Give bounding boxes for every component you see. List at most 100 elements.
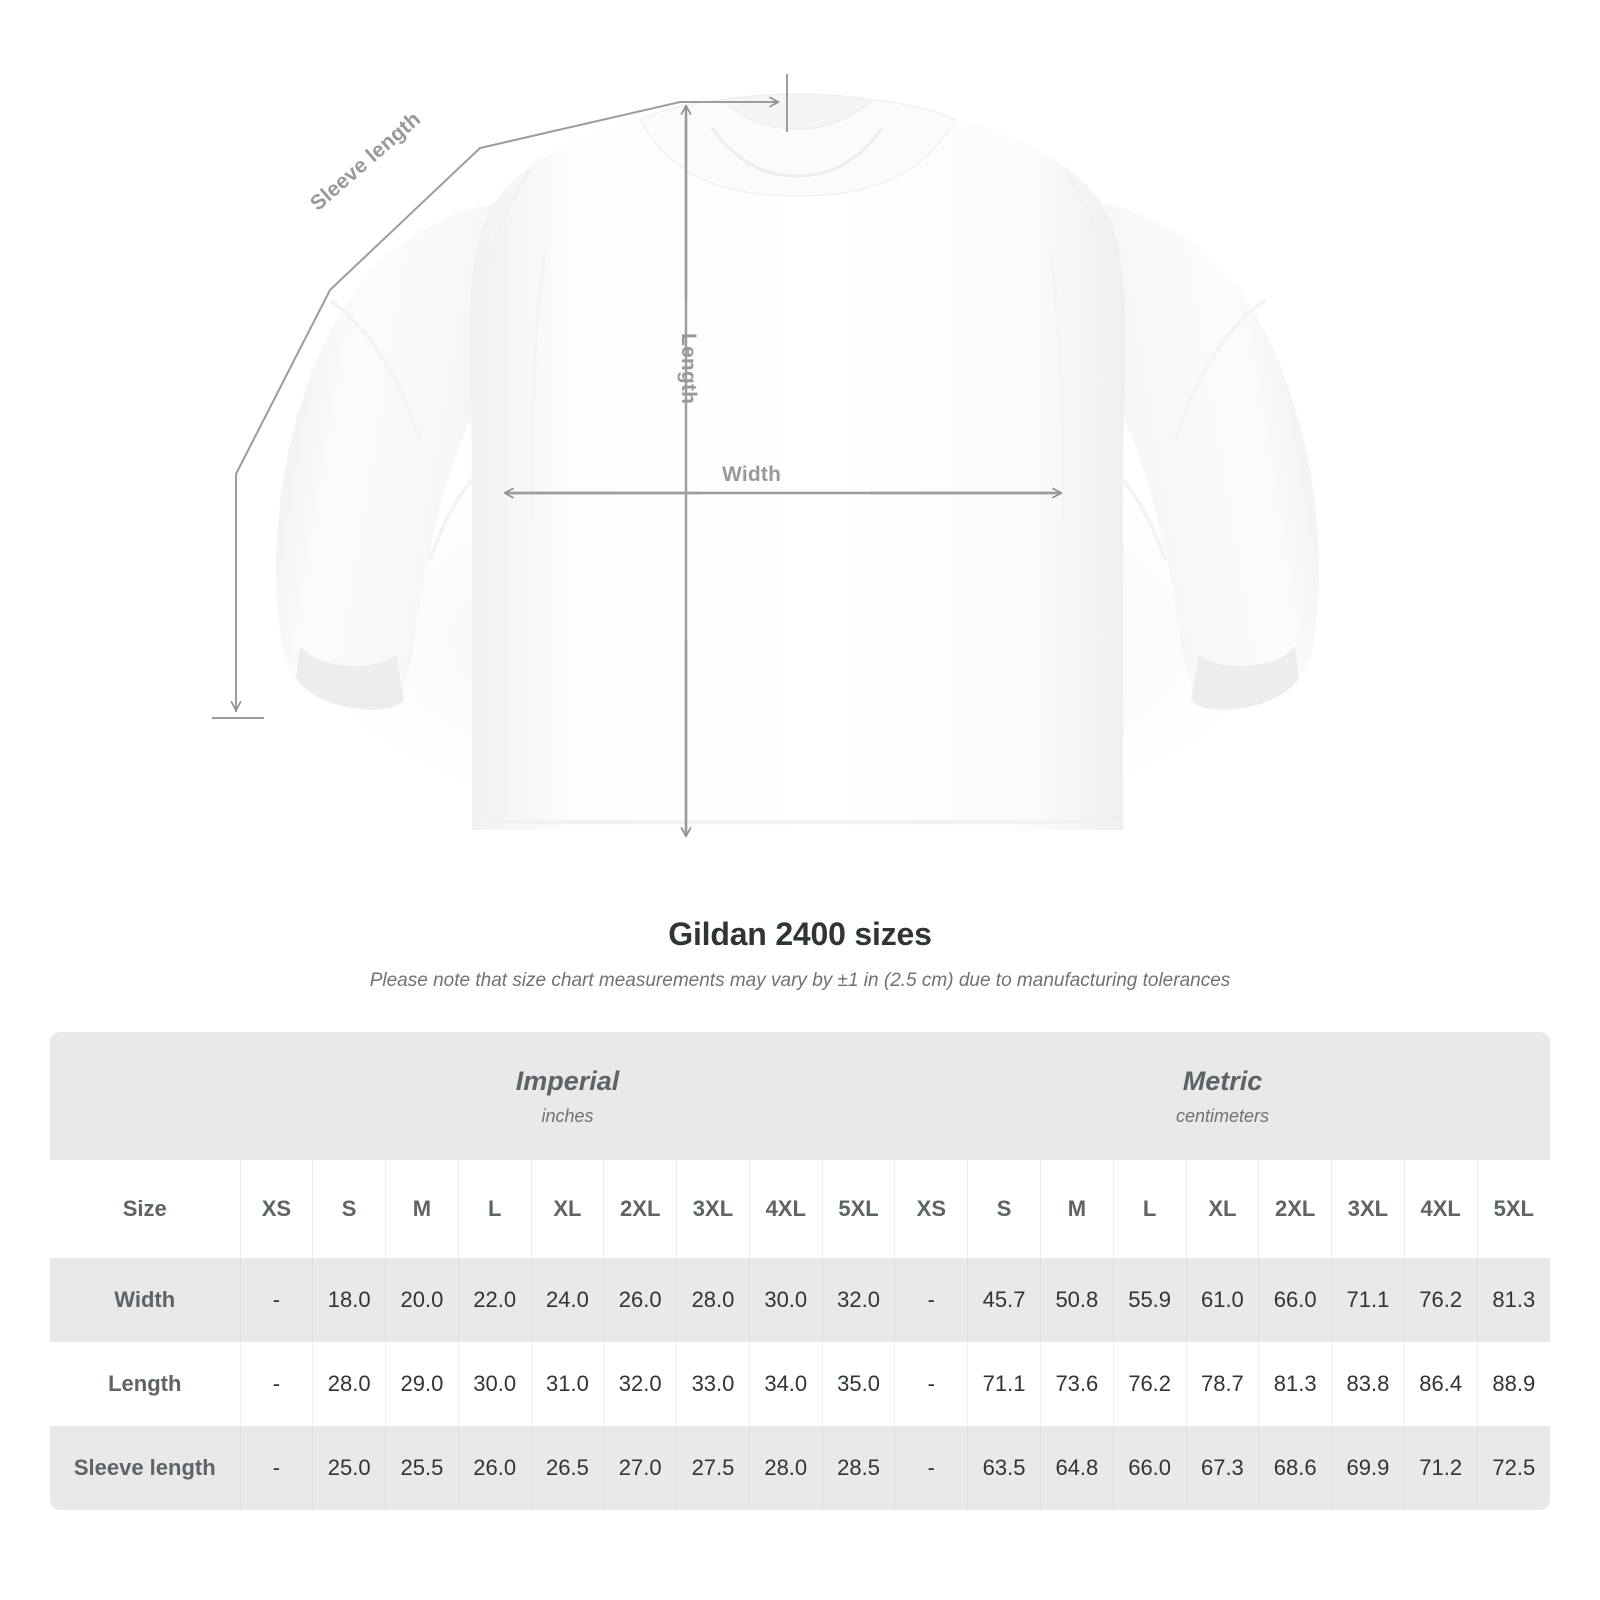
size-column-header: XS <box>894 1160 969 1258</box>
measurement-cell: 76.2 <box>1113 1342 1187 1426</box>
size-column-header: L <box>1113 1160 1187 1258</box>
measurement-cell: 81.3 <box>1477 1258 1550 1342</box>
measurement-cell: - <box>240 1258 314 1342</box>
unit-group-row: Imperial inches Metric centimeters <box>50 1032 1550 1160</box>
measurement-cell: 30.0 <box>458 1342 532 1426</box>
measurement-cell: 86.4 <box>1404 1342 1478 1426</box>
unit-group-metric: Metric centimeters <box>894 1032 1550 1160</box>
unit-row-spacer <box>50 1032 240 1160</box>
measurement-cell: 27.0 <box>603 1426 678 1510</box>
measurement-cell: 88.9 <box>1477 1342 1550 1426</box>
measurement-cell: 26.0 <box>458 1426 532 1510</box>
length-label: Length <box>677 333 700 405</box>
measurement-cell: 30.0 <box>749 1258 823 1342</box>
neck-opening <box>710 127 884 178</box>
measurement-cell: 76.2 <box>1404 1258 1478 1342</box>
fold-left <box>529 249 547 521</box>
measurement-cell: 27.5 <box>676 1426 750 1510</box>
size-header-label: Size <box>50 1160 241 1258</box>
row-label: Width <box>50 1258 241 1342</box>
row-label: Length <box>50 1342 241 1426</box>
measurement-cell: 26.0 <box>603 1258 678 1342</box>
table-row: Width -18.0 20.0 22.0 24.0 26.0 28.0 30.0 32.0-4… <box>50 1258 1550 1342</box>
fold-right <box>1048 249 1066 521</box>
shirt-shape <box>276 93 1319 830</box>
size-column-header: M <box>1040 1160 1114 1258</box>
measurement-cell: 28.0 <box>749 1426 823 1510</box>
left-cuff <box>296 646 404 710</box>
size-column-header: 4XL <box>749 1160 823 1258</box>
measurement-cell: 78.7 <box>1186 1342 1260 1426</box>
measurement-cell: 61.0 <box>1186 1258 1260 1342</box>
measurement-cell: 33.0 <box>676 1342 750 1426</box>
measurement-cell: 50.8 <box>1040 1258 1114 1342</box>
measurement-cell: 69.9 <box>1331 1426 1405 1510</box>
measurement-cell: 55.9 <box>1113 1258 1187 1342</box>
unit-group-name: Metric <box>1182 1066 1263 1096</box>
fold-sleeve-left <box>328 298 422 441</box>
garment-figure: Sleeve length Length Width <box>212 74 1319 855</box>
size-column-header: 2XL <box>1258 1160 1333 1258</box>
measurement-cell: 32.0 <box>603 1342 678 1426</box>
table-row: Length -28.0 29.0 30.0 31.0 32.0 33.0 34.0 35.0-… <box>50 1342 1550 1426</box>
measurement-cell: 67.3 <box>1186 1426 1260 1510</box>
size-column-header: 4XL <box>1404 1160 1478 1258</box>
size-column-header: 3XL <box>1331 1160 1405 1258</box>
right-shoulder-seam <box>1063 169 1108 263</box>
armpit-left <box>428 478 474 561</box>
measurement-cell: - <box>240 1342 314 1426</box>
row-label: Sleeve length <box>50 1426 241 1510</box>
unit-group-name: Imperial <box>515 1066 620 1096</box>
measurement-cell: 28.0 <box>676 1258 750 1342</box>
size-column-header: XL <box>1186 1160 1260 1258</box>
size-header-row: Size XS S M L XL 2XL 3XL 4XL 5XL XS S M L XL 2XL 3XL 4XL 5… <box>50 1160 1550 1258</box>
measurement-cell: 25.5 <box>385 1426 459 1510</box>
measurement-cell: - <box>894 1342 969 1426</box>
measurement-cell: - <box>894 1258 969 1342</box>
measurement-cell: 28.0 <box>312 1342 387 1426</box>
measurement-cell: 63.5 <box>967 1426 1041 1510</box>
measurement-cell: 32.0 <box>822 1258 896 1342</box>
size-column-header: 5XL <box>1477 1160 1550 1258</box>
sleeve-length-dimension <box>212 74 788 719</box>
measurement-cell: 29.0 <box>385 1342 459 1426</box>
table-row: Sleeve length -25.0 25.5 26.0 26.5 27.0 27.5 28… <box>50 1426 1550 1510</box>
size-chart-table: Imperial inches Metric centimeters Size XS S M L… <box>50 1032 1550 1510</box>
page-title: Gildan 2400 sizes <box>668 916 932 952</box>
measurement-cell: 73.6 <box>1040 1342 1114 1426</box>
measurement-cell: 22.0 <box>458 1258 532 1342</box>
measurement-cell: - <box>894 1426 969 1510</box>
size-column-header: 3XL <box>676 1160 750 1258</box>
measurement-cell: 64.8 <box>1040 1426 1114 1510</box>
garment-illustration <box>212 74 1319 855</box>
measurement-cell: 83.8 <box>1331 1342 1405 1426</box>
measurement-cell: 72.5 <box>1477 1426 1550 1510</box>
measurement-cell: 24.0 <box>531 1258 605 1342</box>
size-column-header: XS <box>240 1160 314 1258</box>
measurement-cell: 45.7 <box>967 1258 1041 1342</box>
shirt-body <box>469 120 1126 830</box>
armpit-right <box>1121 478 1167 561</box>
measurement-cell: 25.0 <box>312 1426 387 1510</box>
measurement-cell: 28.5 <box>822 1426 896 1510</box>
size-column-header: L <box>458 1160 532 1258</box>
measurement-cell: 68.6 <box>1258 1426 1333 1510</box>
measurement-cell: 26.5 <box>531 1426 605 1510</box>
size-column-header: S <box>312 1160 387 1258</box>
right-cuff <box>1191 646 1299 710</box>
page-subtitle: Please note that size chart measurements… <box>369 970 1231 991</box>
measurement-cell: 35.0 <box>822 1342 896 1426</box>
width-label: Width <box>722 463 782 486</box>
measurement-cell: - <box>240 1426 314 1510</box>
measurement-cell: 66.0 <box>1258 1258 1333 1342</box>
measurement-cell: 71.1 <box>967 1342 1041 1426</box>
measurement-cell: 20.0 <box>385 1258 459 1342</box>
fold-sleeve-right <box>1173 298 1267 441</box>
measurement-cell: 71.1 <box>1331 1258 1405 1342</box>
title-block: Gildan 2400 sizes Please note that size … <box>0 912 1600 994</box>
unit-group-sublabel: inches <box>541 1106 594 1126</box>
measurement-cell: 81.3 <box>1258 1342 1333 1426</box>
size-column-header: M <box>385 1160 459 1258</box>
size-column-header: 5XL <box>822 1160 896 1258</box>
measurement-cell: 18.0 <box>312 1258 387 1342</box>
